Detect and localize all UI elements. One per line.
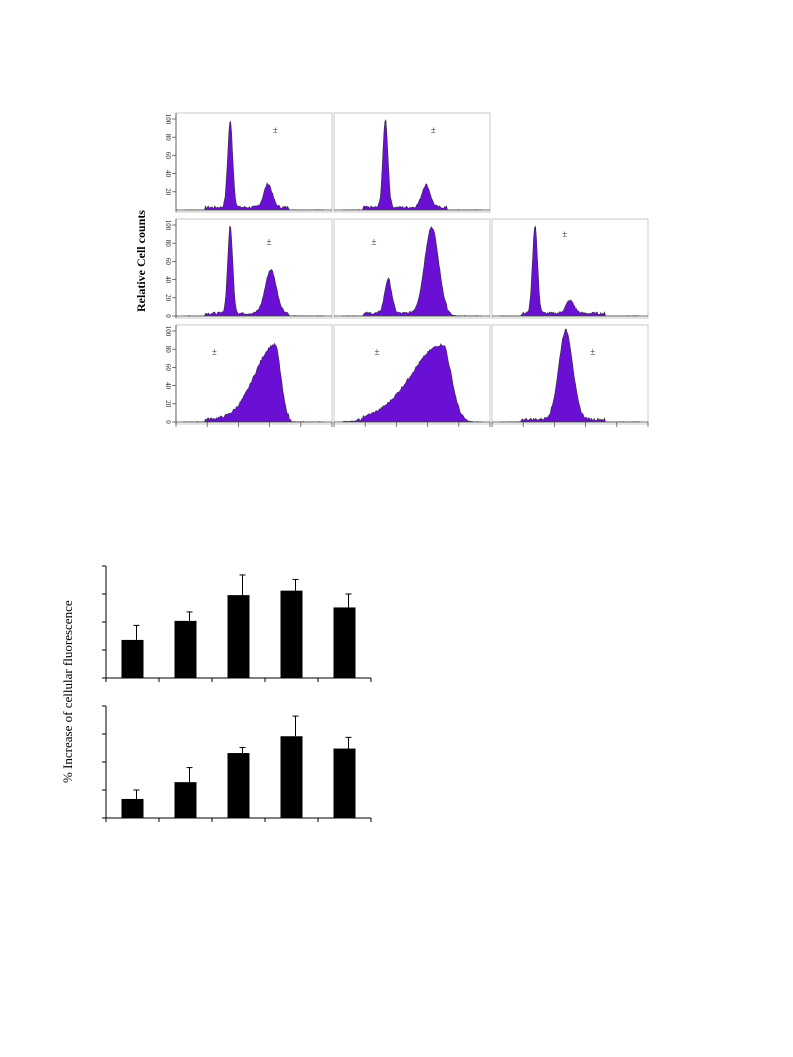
bar xyxy=(333,607,356,678)
histogram-panel: ± xyxy=(333,218,491,319)
flow-cytometry-histogram-grid: ± ± ± ± ± ± ± ±20 40 60 80 100 0 20 40 60 80 100 0 20 40 60 80… xyxy=(164,112,649,427)
bar xyxy=(227,753,250,818)
histogram-y-tick-label: 40 xyxy=(164,382,172,390)
histogram-y-tick-label: 80 xyxy=(164,346,172,354)
histogram-y-tick-label: 40 xyxy=(164,170,172,178)
histogram-y-tick-label: 80 xyxy=(164,134,172,142)
histogram-panel: ± xyxy=(491,218,649,319)
histogram-panel: ± xyxy=(333,112,491,213)
histogram-marker-label: ± xyxy=(375,347,380,357)
histogram-marker-label: ± xyxy=(431,125,436,135)
histogram-panel: ± xyxy=(175,218,333,319)
histogram-panel: ± xyxy=(175,324,333,425)
histogram-y-tick-label: 60 xyxy=(164,258,172,266)
histogram-y-tick-label: 20 xyxy=(164,400,172,408)
bar xyxy=(333,748,356,818)
bar xyxy=(280,736,303,818)
histogram-panel: ± xyxy=(175,112,333,213)
bar-chart-y-axis-label: % Increase of cellular fluorescence xyxy=(60,600,75,783)
histogram-marker-label: ± xyxy=(590,347,595,357)
histogram-marker-label: ± xyxy=(266,237,271,247)
histogram-marker-label: ± xyxy=(371,237,376,247)
histogram-y-tick-label: 0 xyxy=(164,314,172,318)
histogram-panel-frame xyxy=(333,112,491,213)
bar xyxy=(121,798,144,818)
bar xyxy=(227,595,250,678)
histogram-marker-label: ± xyxy=(273,125,278,135)
bar xyxy=(174,620,197,678)
histogram-y-tick-label: 20 xyxy=(164,188,172,196)
histogram-panel-frame xyxy=(333,218,491,319)
histogram-y-tick-label: 40 xyxy=(164,276,172,284)
bar xyxy=(280,590,303,678)
bar xyxy=(121,639,144,678)
histogram-y-tick-label: 100 xyxy=(164,220,172,231)
histogram-y-tick-label: 80 xyxy=(164,240,172,248)
histogram-panel-frame xyxy=(175,112,333,213)
histogram-y-tick-label: 0 xyxy=(164,420,172,424)
bar-chart xyxy=(102,565,372,682)
histogram-y-tick-label: 100 xyxy=(164,114,172,125)
histogram-y-tick-label: 60 xyxy=(164,152,172,160)
histogram-marker-label: ± xyxy=(212,347,217,357)
bar-chart xyxy=(102,705,372,822)
histogram-marker-label: ± xyxy=(562,229,567,239)
histogram-panel: ± xyxy=(491,324,649,425)
histogram-distribution xyxy=(341,342,483,423)
histogram-panel: ± xyxy=(333,324,491,425)
histogram-panel-frame xyxy=(175,218,333,319)
bar xyxy=(174,782,197,818)
histogram-y-tick-label: 100 xyxy=(164,326,172,337)
histogram-y-axis-label: Relative Cell counts xyxy=(134,210,148,312)
histogram-y-tick-label: 20 xyxy=(164,294,172,302)
bar-charts xyxy=(102,565,372,822)
histogram-y-tick-label: 60 xyxy=(164,364,172,372)
